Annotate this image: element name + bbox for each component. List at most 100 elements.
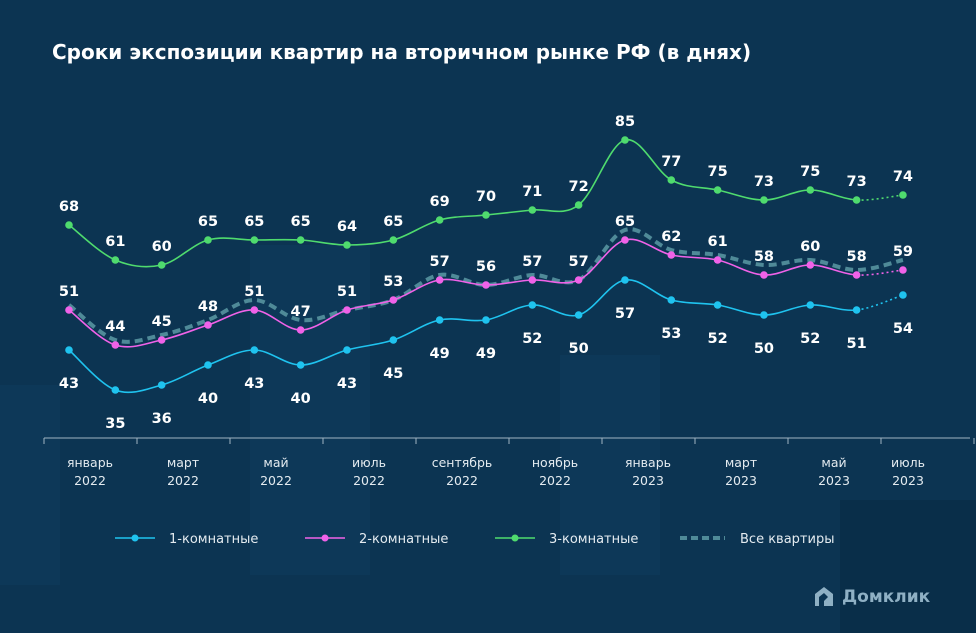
data-label: 62 bbox=[661, 229, 681, 245]
data-label: 50 bbox=[569, 341, 589, 357]
data-point bbox=[713, 186, 722, 194]
legend-marker bbox=[131, 534, 139, 542]
data-label: 48 bbox=[198, 299, 218, 315]
legend-label: 2-комнатные bbox=[359, 532, 448, 547]
series-line-1-комнатные bbox=[68, 279, 857, 394]
data-label: 56 bbox=[476, 259, 496, 275]
data-label: 58 bbox=[847, 249, 867, 265]
series-line-all bbox=[67, 227, 904, 344]
x-tick-label: 2023 bbox=[632, 473, 664, 488]
data-point bbox=[389, 296, 398, 304]
data-point bbox=[389, 236, 398, 244]
data-point bbox=[574, 276, 583, 284]
data-label: 75 bbox=[800, 164, 820, 180]
data-point bbox=[713, 256, 722, 264]
x-tick-label: 2022 bbox=[260, 473, 292, 488]
data-label: 49 bbox=[476, 346, 496, 362]
data-label: 74 bbox=[893, 169, 913, 185]
data-point bbox=[667, 296, 676, 304]
data-point bbox=[667, 176, 676, 184]
domclick-logo: Домклик bbox=[812, 585, 930, 609]
data-label: 65 bbox=[198, 214, 218, 230]
data-point bbox=[806, 186, 815, 194]
data-label: 43 bbox=[59, 376, 79, 392]
x-tick-label: 2022 bbox=[446, 473, 478, 488]
x-tick-label: май bbox=[821, 455, 846, 470]
data-point bbox=[482, 211, 490, 219]
data-point bbox=[157, 261, 166, 269]
data-point bbox=[435, 216, 444, 224]
x-tick-label: январь bbox=[67, 455, 113, 470]
data-point bbox=[899, 191, 907, 199]
x-tick-label: ноябрь bbox=[532, 455, 578, 470]
data-point bbox=[111, 386, 120, 394]
data-point bbox=[899, 266, 907, 274]
data-point bbox=[111, 256, 120, 264]
data-point bbox=[528, 206, 537, 214]
data-label: 51 bbox=[244, 284, 264, 300]
data-label: 43 bbox=[337, 376, 357, 392]
data-point bbox=[296, 236, 305, 244]
data-label: 85 bbox=[615, 114, 635, 130]
data-label: 65 bbox=[383, 214, 403, 230]
x-tick-label: март bbox=[167, 455, 199, 470]
data-point bbox=[157, 336, 166, 344]
data-label: 71 bbox=[522, 184, 542, 200]
data-label: 61 bbox=[105, 234, 125, 250]
data-point bbox=[157, 381, 166, 389]
data-point bbox=[111, 341, 120, 349]
x-tick-label: 2022 bbox=[167, 473, 199, 488]
data-point bbox=[296, 326, 305, 334]
data-point bbox=[482, 316, 490, 324]
data-label: 53 bbox=[661, 326, 681, 342]
series-forecast-line-2-комнатные bbox=[856, 269, 904, 276]
series-line-3-комнатные bbox=[68, 139, 857, 268]
bg-decor bbox=[840, 500, 976, 633]
data-label: 35 bbox=[105, 416, 125, 432]
data-label: 43 bbox=[244, 376, 264, 392]
data-point bbox=[296, 361, 305, 369]
data-label: 68 bbox=[59, 199, 79, 215]
data-label: 58 bbox=[754, 249, 774, 265]
data-point bbox=[343, 241, 351, 249]
data-label: 52 bbox=[522, 331, 542, 347]
legend-label: 1-комнатные bbox=[169, 532, 258, 547]
data-point bbox=[899, 291, 907, 299]
data-label: 60 bbox=[800, 239, 820, 255]
data-point bbox=[760, 311, 768, 319]
data-label: 77 bbox=[661, 154, 681, 170]
data-point bbox=[65, 306, 73, 314]
data-point bbox=[667, 251, 676, 259]
data-point bbox=[621, 136, 629, 144]
data-point bbox=[482, 281, 490, 289]
x-tick-label: 2023 bbox=[725, 473, 757, 488]
logo-text: Домклик bbox=[842, 587, 931, 607]
x-tick-label: 2023 bbox=[892, 473, 924, 488]
data-point bbox=[760, 196, 768, 204]
data-label: 57 bbox=[569, 254, 589, 270]
data-point bbox=[806, 301, 815, 309]
x-tick-label: 2022 bbox=[539, 473, 571, 488]
data-point bbox=[852, 271, 861, 279]
data-label: 49 bbox=[430, 346, 450, 362]
x-tick-label: 2022 bbox=[74, 473, 106, 488]
data-label: 57 bbox=[430, 254, 450, 270]
data-label: 51 bbox=[337, 284, 357, 300]
data-point bbox=[343, 346, 351, 354]
legend-marker bbox=[511, 534, 519, 542]
data-label: 53 bbox=[383, 274, 403, 290]
x-tick-label: сентябрь bbox=[432, 455, 493, 470]
data-point bbox=[343, 306, 351, 314]
data-point bbox=[250, 306, 259, 314]
data-point bbox=[65, 346, 73, 354]
data-label: 72 bbox=[569, 179, 589, 195]
data-point bbox=[204, 321, 212, 329]
chart-title: Сроки экспозиции квартир на вторичном ры… bbox=[52, 40, 752, 64]
data-point bbox=[435, 316, 444, 324]
data-label: 36 bbox=[152, 411, 172, 427]
data-point bbox=[621, 236, 629, 244]
legend-label: 3-комнатные bbox=[549, 532, 638, 547]
data-label: 51 bbox=[847, 336, 867, 352]
